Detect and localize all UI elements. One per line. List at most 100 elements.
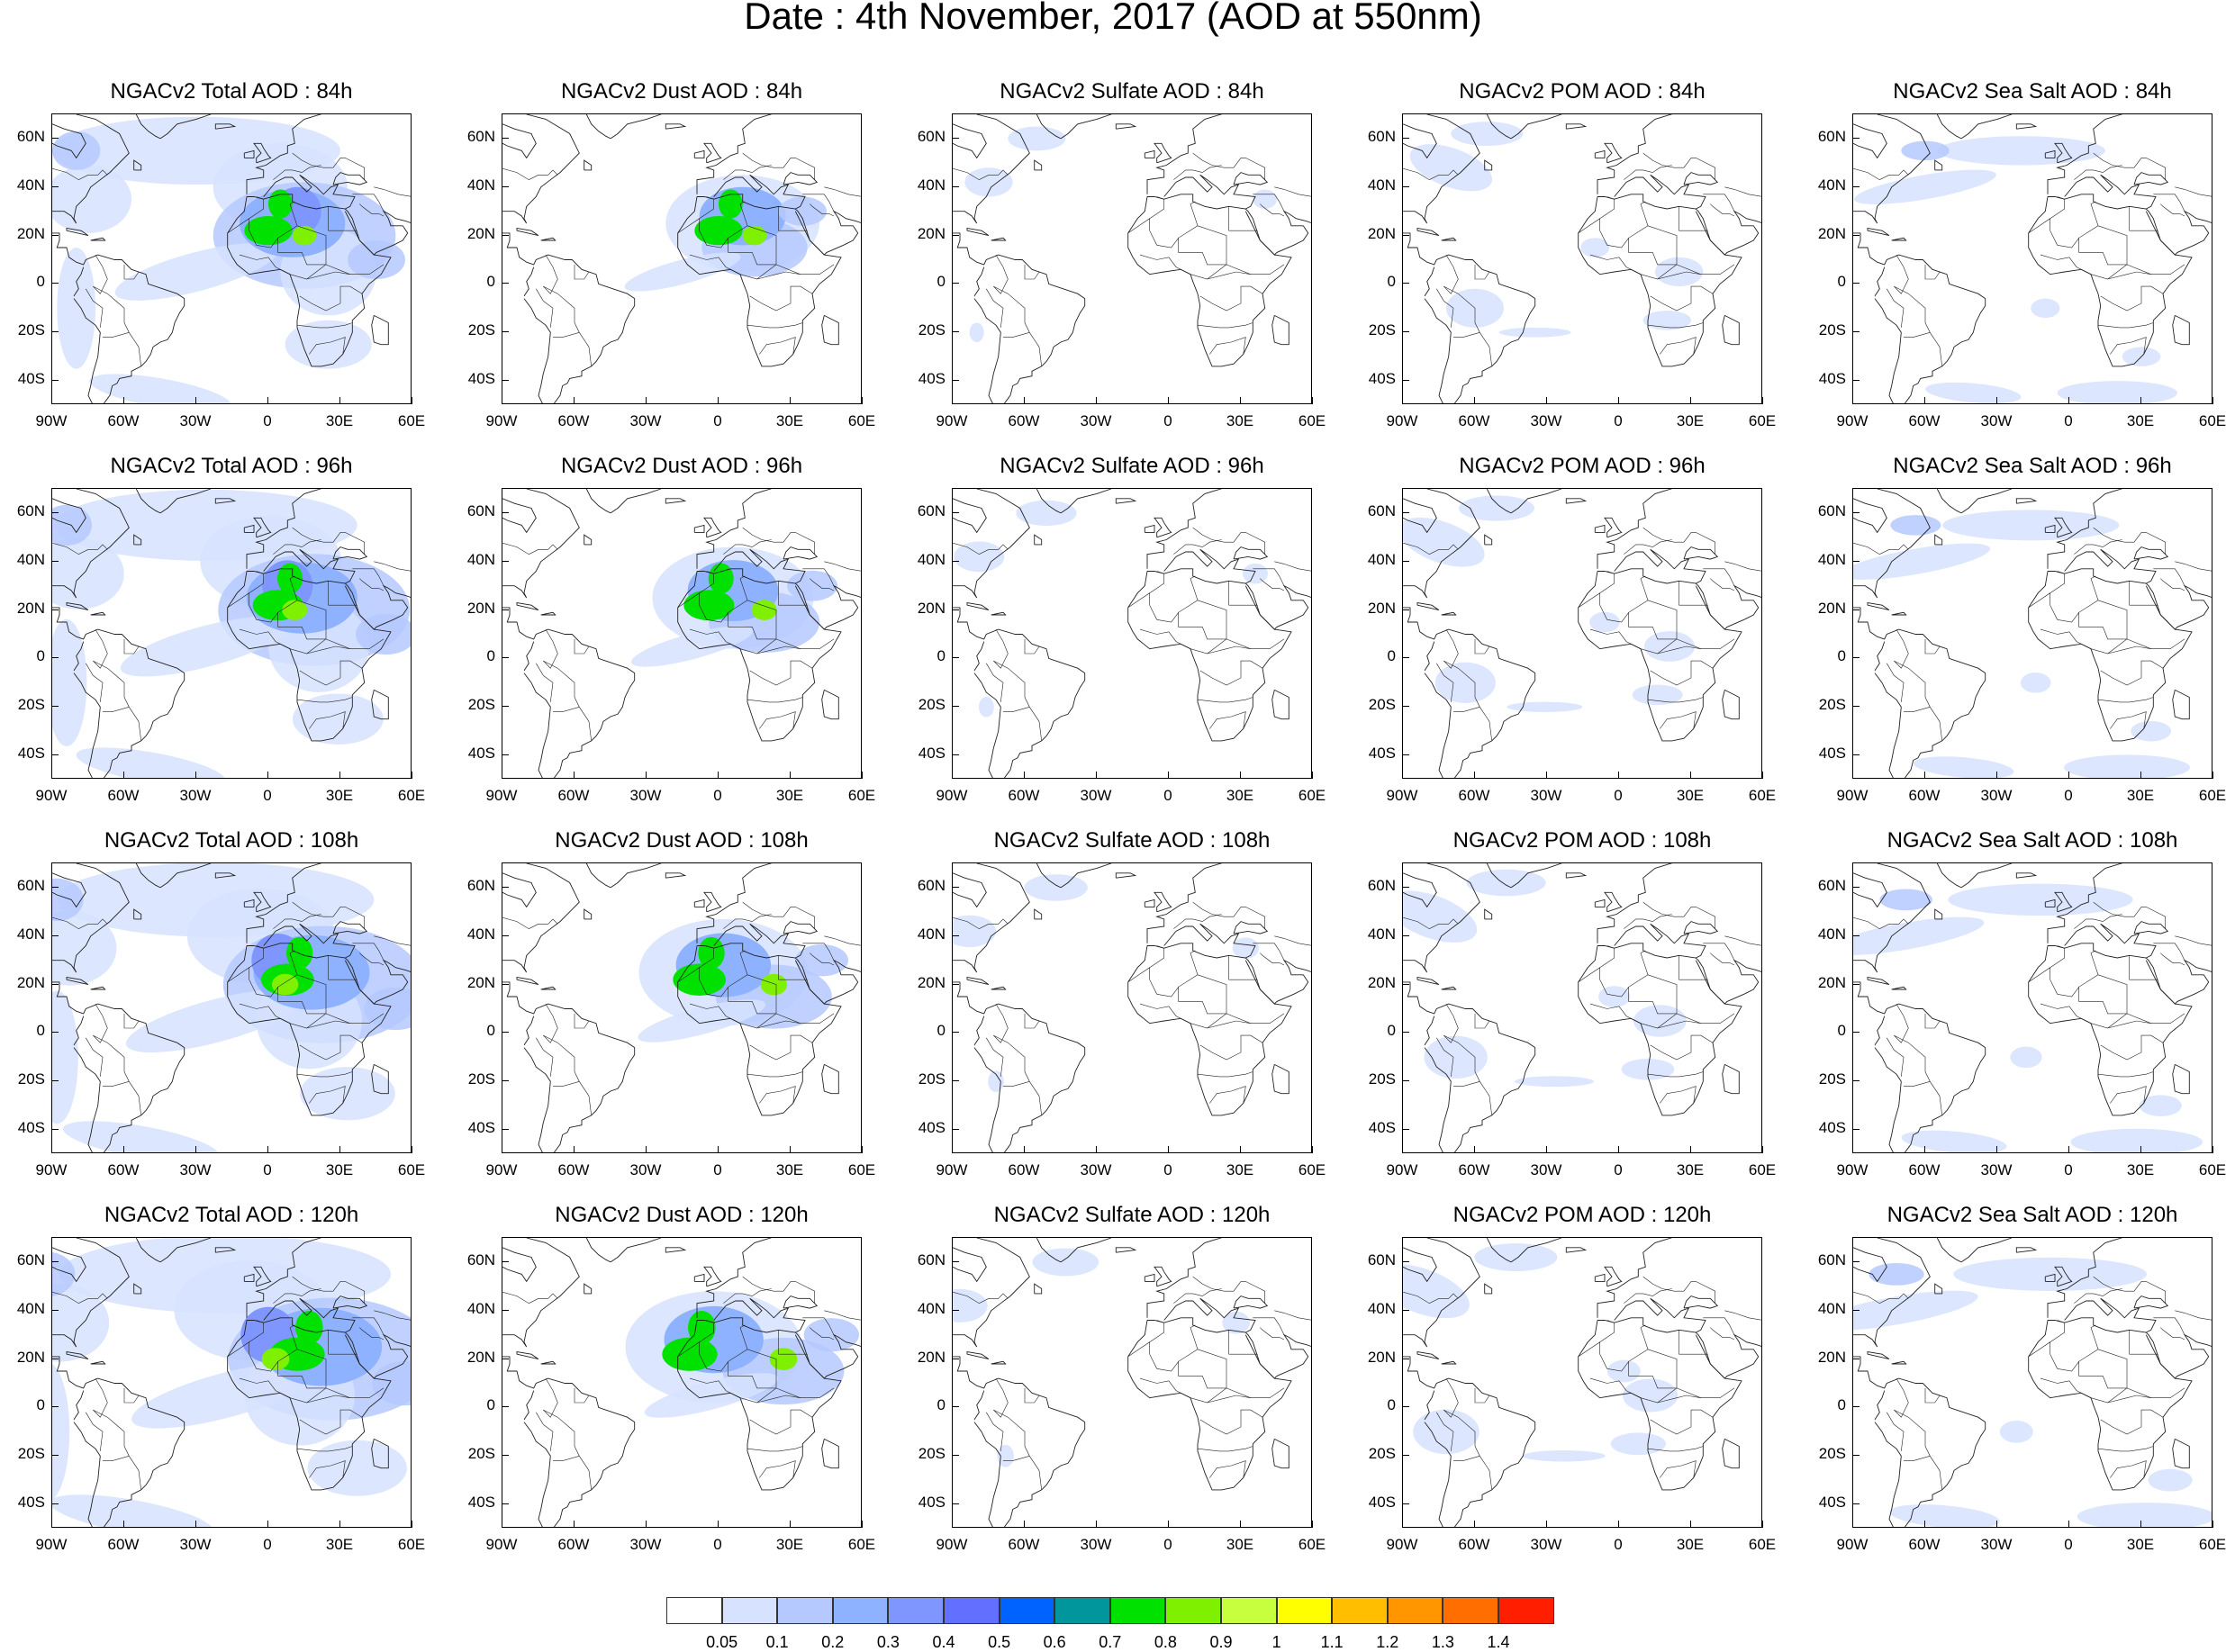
coastline xyxy=(2160,203,2185,217)
coastline xyxy=(778,581,808,606)
aod-shading xyxy=(953,915,996,948)
lon-tick-label: 60E xyxy=(2198,412,2226,429)
map-panel: NGACv2 Sea Salt AOD : 84h 60N 40N 20N 0 20S 40… xyxy=(1801,79,2226,448)
coastline xyxy=(1578,943,1742,1116)
lat-tick xyxy=(952,1309,959,1311)
lat-tick xyxy=(952,1503,959,1505)
aod-shading xyxy=(688,1311,716,1345)
coastline xyxy=(1657,1395,1701,1404)
lat-tick xyxy=(502,283,509,284)
coastline xyxy=(73,298,101,403)
lat-tick xyxy=(51,234,59,236)
coastline xyxy=(73,266,85,297)
aod-shading xyxy=(131,1362,319,1429)
lat-tick xyxy=(1402,657,1409,659)
aod-shading xyxy=(2131,720,2172,742)
lon-tick-label: 30E xyxy=(2126,787,2155,804)
coastline xyxy=(2050,196,2065,219)
lat-tick-label: 40N xyxy=(466,550,495,568)
coastline xyxy=(296,322,353,329)
coastline xyxy=(747,1446,803,1452)
lat-tick-label: 40S xyxy=(17,1494,45,1512)
coastline xyxy=(723,165,772,180)
colorbar-swatch xyxy=(1443,1597,1498,1624)
colorbar-swatch xyxy=(999,1597,1055,1624)
coastline xyxy=(1139,1003,1191,1024)
coastline xyxy=(810,1327,835,1341)
coastline xyxy=(1260,203,1285,217)
coastline xyxy=(689,628,741,649)
lon-tick xyxy=(2140,1146,2141,1153)
lon-tick xyxy=(2068,772,2069,779)
lon-tick-label: 60W xyxy=(557,412,590,429)
lat-tick-label: 20S xyxy=(918,1445,946,1463)
aod-shading xyxy=(624,252,741,292)
coastline xyxy=(1660,1086,1697,1104)
coastline xyxy=(306,1395,350,1404)
coastline xyxy=(159,863,212,889)
coastline xyxy=(778,206,808,231)
lat-tick xyxy=(502,1032,509,1034)
lat-tick-label: 60N xyxy=(1817,501,1846,519)
coastline xyxy=(802,568,835,586)
coastline xyxy=(2133,172,2169,185)
coastline xyxy=(2044,898,2056,907)
lon-tick-label: 30W xyxy=(1530,412,1562,429)
lon-tick-label: 60E xyxy=(1748,1536,1777,1553)
lon-tick xyxy=(1474,1146,1475,1153)
lon-tick xyxy=(1690,772,1691,779)
coastline xyxy=(2074,539,2122,555)
coastline xyxy=(2015,1247,2038,1253)
lat-tick xyxy=(952,283,959,284)
lat-tick xyxy=(1402,1309,1409,1311)
lon-tick xyxy=(339,397,340,404)
lon-tick-label: 30W xyxy=(629,412,662,429)
aod-shading xyxy=(708,563,734,594)
coastline xyxy=(1441,237,1457,241)
coastline xyxy=(306,271,350,280)
coastline xyxy=(135,114,161,140)
aod-shading xyxy=(964,167,1013,197)
lon-tick xyxy=(862,1146,863,1153)
panel-title: NGACv2 Sulfate AOD : 96h xyxy=(1000,454,1264,478)
coastline xyxy=(540,986,556,990)
coastline xyxy=(1474,264,1490,280)
coastline xyxy=(1144,524,1155,533)
coastline xyxy=(1003,1456,1030,1461)
coastline xyxy=(93,1409,141,1490)
lon-tick-label: 60E xyxy=(1748,1161,1777,1178)
coastline xyxy=(693,524,705,533)
lon-tick xyxy=(1312,397,1313,404)
lon-tick-label: 30E xyxy=(1676,1161,1705,1178)
lat-tick xyxy=(51,1406,59,1408)
coastline xyxy=(821,1063,839,1095)
coastline xyxy=(52,981,186,1152)
coastline xyxy=(52,1291,108,1304)
lat-tick xyxy=(502,234,509,236)
coastline xyxy=(296,697,353,703)
aod-shading xyxy=(292,693,384,745)
aod-shading xyxy=(997,1444,1014,1467)
coastline xyxy=(1403,1247,1437,1283)
lon-tick-label: 30W xyxy=(1980,1161,2013,1178)
coastline xyxy=(93,254,108,294)
lat-tick xyxy=(1402,380,1409,382)
coastline xyxy=(723,914,772,929)
lat-tick xyxy=(952,1260,959,1262)
lat-tick-label: 60N xyxy=(1367,501,1396,519)
coastline xyxy=(953,114,1030,224)
aod-shading xyxy=(778,196,827,226)
coastline xyxy=(1650,660,1714,686)
coastline xyxy=(1486,863,1512,889)
coastline xyxy=(1127,1317,1292,1491)
coastline xyxy=(243,149,255,158)
panel-title: NGACv2 POM AOD : 120h xyxy=(1452,1203,1712,1227)
lon-tick-label: 90W xyxy=(485,1161,518,1178)
coastline xyxy=(2054,1266,2073,1287)
coastline xyxy=(1060,863,1112,889)
coastline xyxy=(2093,1276,2167,1304)
coastline xyxy=(214,123,237,130)
coastline xyxy=(2054,517,2073,538)
lon-tick-label: 30W xyxy=(1080,412,1112,429)
lat-tick-label: 60N xyxy=(16,876,45,894)
